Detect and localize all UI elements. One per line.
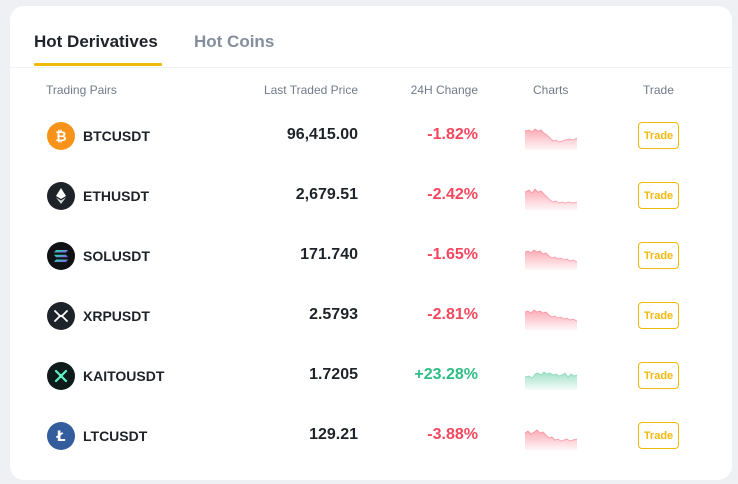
svg-text:Ł: Ł bbox=[56, 429, 66, 444]
column-header-trade: Trade bbox=[643, 83, 674, 97]
pair-name: SOLUSDT bbox=[83, 248, 150, 264]
column-header-charts: Charts bbox=[533, 83, 569, 97]
change-24h: -3.88% bbox=[427, 426, 478, 443]
last-price: 171.740 bbox=[300, 246, 358, 263]
column-header-change: 24H Change bbox=[410, 83, 478, 97]
sparkline-chart bbox=[525, 371, 577, 390]
litecoin-icon: Ł bbox=[47, 422, 75, 450]
sparkline-chart bbox=[525, 188, 577, 210]
svg-text:₿: ₿ bbox=[55, 129, 66, 144]
column-header-price: Last Traded Price bbox=[263, 83, 358, 97]
change-24h: -1.82% bbox=[427, 126, 478, 143]
trade-button[interactable]: Trade bbox=[638, 182, 679, 209]
table-row[interactable]: ETHUSDT 2,679.51 -2.42% Trade bbox=[10, 180, 732, 240]
bitcoin-icon: ₿ bbox=[47, 122, 75, 150]
pair-name: LTCUSDT bbox=[83, 428, 148, 444]
last-price: 96,415.00 bbox=[286, 126, 358, 143]
sparkline-chart bbox=[525, 429, 577, 450]
change-24h: -2.81% bbox=[427, 306, 478, 323]
last-price: 1.7205 bbox=[309, 366, 358, 383]
trade-button[interactable]: Trade bbox=[638, 302, 679, 329]
trade-button[interactable]: Trade bbox=[638, 422, 679, 449]
table-row[interactable]: ₿ BTCUSDT 96,415.00 -1.82% Trade bbox=[10, 120, 732, 180]
pair-name: KAITOUSDT bbox=[83, 368, 165, 384]
trade-button[interactable]: Trade bbox=[638, 362, 679, 389]
hot-markets-card: Hot Derivatives Hot Coins Trading Pairs … bbox=[10, 6, 732, 480]
table-row[interactable]: SOLUSDT 171.740 -1.65% Trade bbox=[10, 240, 732, 300]
last-price: 129.21 bbox=[309, 426, 358, 443]
change-24h: -2.42% bbox=[427, 186, 478, 203]
sparkline-chart bbox=[525, 309, 577, 330]
sparkline-chart bbox=[525, 249, 577, 270]
ethereum-icon bbox=[47, 182, 75, 210]
table-row[interactable]: Ł LTCUSDT 129.21 -3.88% Trade bbox=[10, 420, 732, 480]
solana-icon bbox=[47, 242, 75, 270]
pair-name: ETHUSDT bbox=[83, 188, 150, 204]
xrp-icon bbox=[47, 302, 75, 330]
column-header-pair: Trading Pairs bbox=[46, 83, 117, 97]
change-24h: -1.65% bbox=[427, 246, 478, 263]
kaito-icon bbox=[47, 362, 75, 390]
pair-name: XRPUSDT bbox=[83, 308, 150, 324]
trade-button[interactable]: Trade bbox=[638, 122, 679, 149]
table-row[interactable]: KAITOUSDT 1.7205 +23.28% Trade bbox=[10, 360, 732, 420]
change-24h: +23.28% bbox=[414, 366, 478, 383]
active-tab-indicator bbox=[34, 63, 162, 66]
tab-hot-coins[interactable]: Hot Coins bbox=[194, 32, 275, 51]
table-row[interactable]: XRPUSDT 2.5793 -2.81% Trade bbox=[10, 300, 732, 360]
sparkline-chart bbox=[525, 128, 577, 150]
last-price: 2.5793 bbox=[309, 306, 358, 323]
pair-name: BTCUSDT bbox=[83, 128, 150, 144]
last-price: 2,679.51 bbox=[295, 186, 358, 203]
trade-button[interactable]: Trade bbox=[638, 242, 679, 269]
tab-bar: Hot Derivatives Hot Coins bbox=[10, 6, 732, 68]
tab-hot-derivatives[interactable]: Hot Derivatives bbox=[34, 32, 158, 51]
